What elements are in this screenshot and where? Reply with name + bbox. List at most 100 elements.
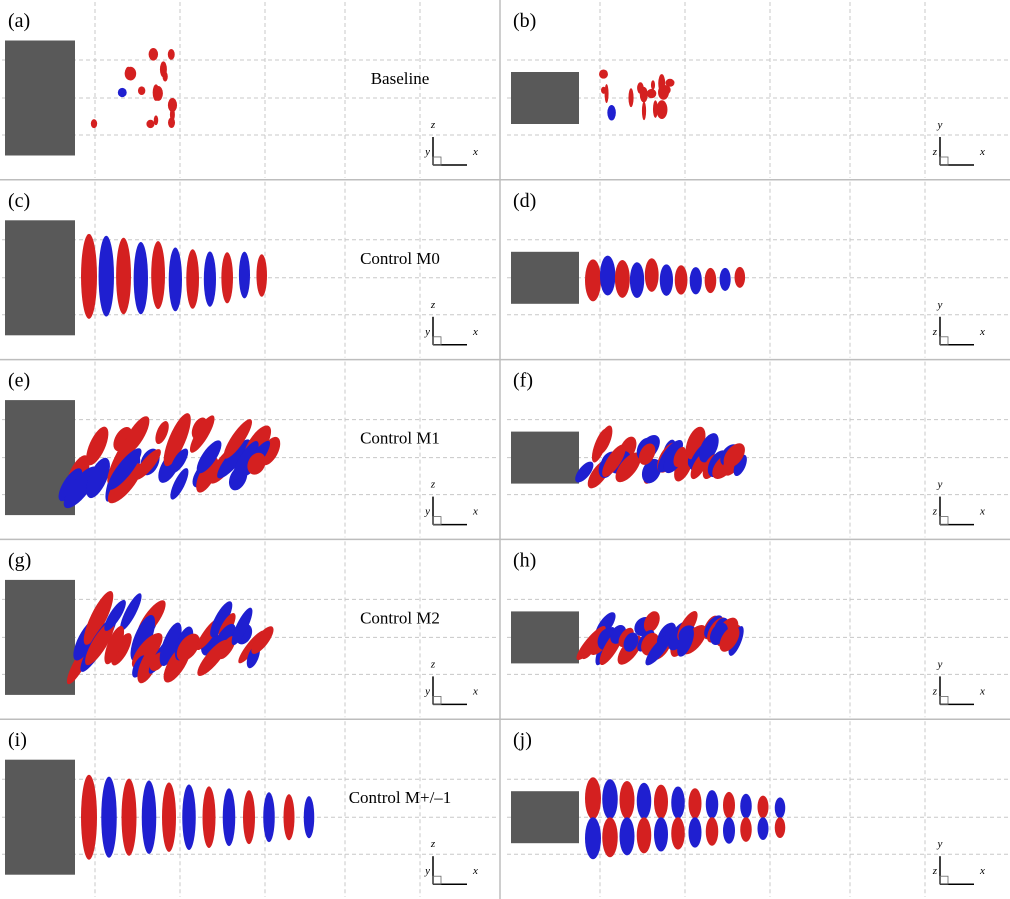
- vortex-blob: [575, 461, 594, 483]
- vortex-blob: [585, 259, 601, 302]
- panel-caption: Control M0: [360, 249, 440, 268]
- vortex-blob: [774, 817, 786, 839]
- vortex-blob: [168, 117, 176, 129]
- vortex-structures: [90, 48, 178, 129]
- panel-caption: Baseline: [371, 69, 430, 88]
- vortex-blob: [111, 633, 132, 666]
- panel-label: (h): [513, 549, 536, 571]
- vortex-blob: [757, 817, 769, 840]
- vortex-blob: [137, 86, 146, 96]
- vortex-blob: [688, 817, 702, 848]
- vortex-blob: [636, 817, 652, 854]
- vortex-blob: [101, 776, 117, 858]
- vortex-blob: [247, 452, 266, 475]
- axis-label-side: z: [932, 685, 938, 697]
- vortex-blob: [637, 82, 644, 94]
- vortex-blob: [196, 457, 219, 493]
- vortex-blob: [137, 644, 161, 684]
- vortex-blob: [222, 788, 236, 847]
- panel: (b) y z x: [507, 2, 1008, 178]
- vortex-blob: [210, 601, 233, 638]
- axis-label-side: y: [424, 685, 430, 697]
- vortex-blob: [85, 621, 115, 666]
- axis-label-up: y: [937, 838, 943, 850]
- vortex-blob: [673, 446, 687, 467]
- vortex-blob: [723, 791, 735, 819]
- panel-label: (a): [8, 10, 30, 32]
- vortex-blob: [704, 267, 717, 294]
- axis-label-side: z: [932, 506, 938, 518]
- vortex-blob: [81, 774, 97, 860]
- bluff-body: [5, 579, 75, 695]
- panel-label: (b): [513, 10, 536, 32]
- vortex-blob: [98, 235, 114, 317]
- vortex-blob: [591, 428, 609, 463]
- vortex-blob: [238, 251, 250, 299]
- vortex-blob: [133, 242, 148, 315]
- panel: (f) y z x: [507, 361, 1008, 538]
- vortex-blob: [146, 119, 155, 129]
- axis-label-right: x: [979, 146, 985, 158]
- panel: (a) Baseline z y x: [2, 2, 496, 178]
- vortex-blob: [599, 69, 608, 79]
- vortex-structures: [58, 413, 281, 509]
- vortex-blob: [162, 71, 168, 82]
- panel: (i) Control M+/–1 z y x: [2, 721, 496, 897]
- vortex-blob: [125, 66, 132, 79]
- vortex-blob: [107, 435, 133, 484]
- axis-origin: [432, 336, 442, 346]
- vortex-blob: [170, 448, 189, 474]
- panel-label: (e): [8, 370, 30, 392]
- bluff-body: [511, 72, 579, 124]
- vortex-blob: [585, 817, 601, 860]
- bluff-body: [511, 791, 579, 844]
- vortex-blob: [151, 241, 165, 310]
- vortex-blob: [83, 590, 114, 645]
- panel: (c) Control M0 z y x: [2, 181, 496, 358]
- panel-label: (d): [513, 190, 536, 212]
- vortex-blob: [734, 266, 746, 288]
- axis-origin: [939, 336, 949, 346]
- vortex-structures: [576, 611, 744, 666]
- vortex-blob: [86, 426, 109, 466]
- bluff-body: [511, 611, 579, 664]
- vortex-blob: [576, 625, 606, 661]
- vortex-blob: [283, 794, 295, 841]
- axis-origin: [939, 156, 949, 166]
- bluff-body: [511, 431, 579, 484]
- vortex-blob: [644, 258, 659, 292]
- axis-origin: [432, 516, 442, 525]
- panel: (j) y z x: [507, 721, 1008, 897]
- vortex-blob: [58, 468, 83, 502]
- vortex-structures: [81, 233, 267, 319]
- axis-label-side: z: [932, 326, 938, 338]
- vortex-blob: [256, 254, 267, 297]
- vortex-blob: [629, 262, 645, 299]
- vortex-blob: [723, 817, 735, 844]
- vortex-blob: [231, 607, 253, 646]
- vortex-blob: [656, 100, 668, 119]
- axis-label-right: x: [472, 146, 478, 158]
- vortex-structures: [66, 590, 274, 685]
- vortex-blob: [719, 626, 740, 652]
- vortex-blob: [641, 458, 662, 484]
- vortex-blob: [688, 788, 702, 819]
- vortex-blob: [141, 780, 157, 854]
- vortex-blob: [619, 780, 635, 820]
- vortex-blob: [643, 611, 660, 633]
- vortex-blob: [646, 88, 657, 99]
- vortex-blob: [159, 622, 182, 666]
- bluff-body: [5, 759, 75, 875]
- vortex-blob: [86, 457, 110, 499]
- vortex-blob: [671, 817, 685, 850]
- vortex-blob: [677, 627, 694, 657]
- vortex-blob: [602, 444, 626, 477]
- vortex-blob: [163, 413, 191, 467]
- vortex-blob: [674, 265, 688, 295]
- panel-label: (c): [8, 190, 30, 212]
- vortex-blob: [168, 247, 182, 312]
- axis-origin: [939, 875, 949, 885]
- axis-label-right: x: [472, 865, 478, 877]
- vortex-blob: [120, 593, 142, 631]
- axis-label-up: y: [937, 119, 943, 131]
